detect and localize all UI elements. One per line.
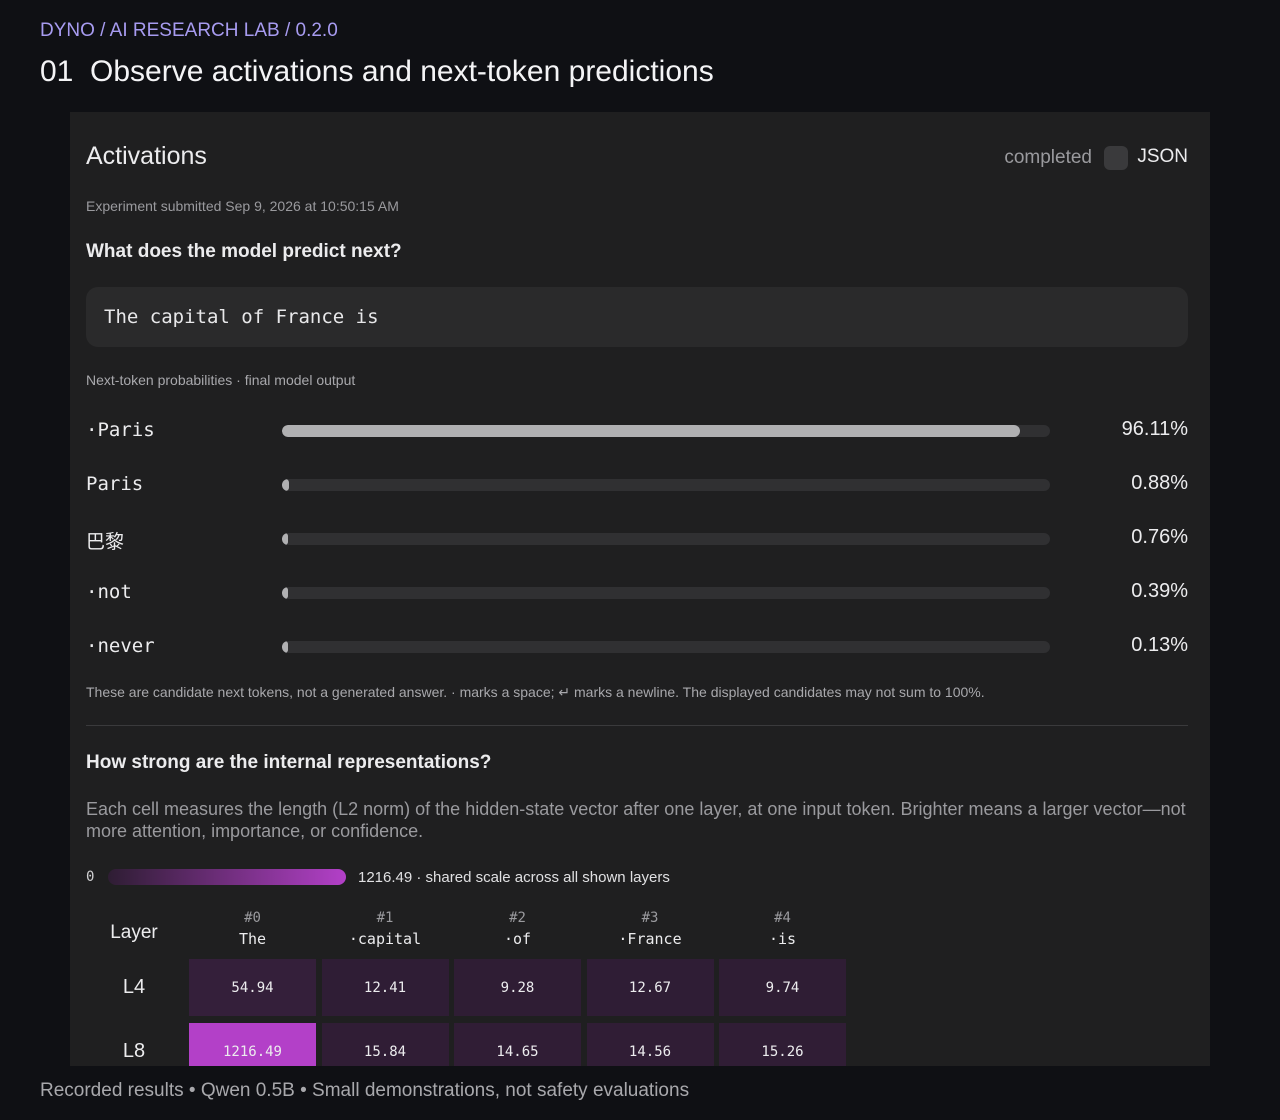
panel-header: Activations completed JSON <box>86 142 1188 174</box>
probability-row: Paris 0.88% <box>86 471 1188 497</box>
layer-label: L8 <box>122 1040 146 1062</box>
heatmap-cell: 14.56 <box>586 1023 714 1066</box>
probability-bar-fill <box>282 641 288 653</box>
column-token: The <box>238 930 267 948</box>
json-label: JSON <box>1137 146 1188 167</box>
status-text: completed <box>1004 147 1092 168</box>
representations-description: Each cell measures the length (L2 norm) … <box>86 799 1186 841</box>
column-token: ·capital <box>348 930 422 948</box>
column-header: #2 ·of <box>454 908 581 950</box>
scale-legend: 0 1216.49 · shared scale across all show… <box>86 868 886 886</box>
probability-value: 0.39% <box>1131 580 1188 602</box>
heatmap-cell: 9.74 <box>719 959 846 1016</box>
heatmap-cell: 14.65 <box>454 1023 581 1066</box>
column-header: #4 ·is <box>719 908 846 950</box>
divider <box>86 725 1188 726</box>
heatmap-cell: 54.94 <box>189 959 316 1016</box>
layer-header: Layer <box>110 922 158 943</box>
scale-min: 0 <box>86 869 95 885</box>
prompt-text: The capital of France is <box>104 306 379 328</box>
footer: Recorded results • Qwen 0.5B • Small dem… <box>40 1080 690 1101</box>
representations-heading: How strong are the internal representati… <box>86 752 492 773</box>
probability-bar-track <box>282 425 1050 437</box>
probability-value: 96.11% <box>1121 418 1188 440</box>
probability-bar-track <box>282 533 1050 545</box>
submitted-timestamp: Experiment submitted Sep 9, 2026 at 10:5… <box>86 198 399 214</box>
candidate-token: ·not <box>86 581 132 603</box>
probability-value: 0.88% <box>1131 472 1188 494</box>
prompt-box: The capital of France is <box>86 287 1188 347</box>
candidates-note: These are candidate next tokens, not a g… <box>86 684 985 700</box>
column-token: ·France <box>618 930 682 948</box>
json-toggle[interactable] <box>1104 146 1128 170</box>
probability-row: ·never 0.13% <box>86 633 1188 659</box>
probability-row: 巴黎 0.76% <box>86 525 1188 553</box>
heatmap-cell: 15.84 <box>321 1023 449 1066</box>
column-token: ·of <box>503 930 532 948</box>
column-index: #2 <box>509 910 526 926</box>
heatmap-cell: 15.26 <box>719 1023 846 1066</box>
candidate-token: 巴黎 <box>86 531 125 553</box>
probability-row: ·not 0.39% <box>86 579 1188 605</box>
probability-row: ·Paris 96.11% <box>86 417 1188 443</box>
probability-bar-fill <box>282 425 1020 437</box>
heatmap-cell: 1216.49 <box>189 1023 316 1066</box>
scale-max-label: 1216.49 · shared scale across all shown … <box>358 869 670 886</box>
column-index: #3 <box>641 910 659 926</box>
probability-bar-track <box>282 641 1050 653</box>
probability-bar-track <box>282 479 1050 491</box>
heatmap-cell: 12.41 <box>321 959 449 1016</box>
candidate-token: Paris <box>86 473 144 495</box>
column-index: #4 <box>774 910 791 926</box>
heatmap-cell: 9.28 <box>454 959 581 1016</box>
candidate-token: ·Paris <box>86 419 155 441</box>
column-header: #3 ·France <box>587 908 714 950</box>
breadcrumb: DYNO / AI RESEARCH LAB / 0.2.0 <box>40 20 338 41</box>
probabilities-caption: Next-token probabilities · final model o… <box>86 372 356 388</box>
predict-heading: What does the model predict next? <box>86 241 402 262</box>
page-title: 01 Observe activations and next-token pr… <box>40 55 714 88</box>
candidate-token: ·never <box>86 635 155 657</box>
probability-bar-track <box>282 587 1050 599</box>
column-index: #1 <box>376 910 394 926</box>
column-header: #1 ·capital <box>322 908 449 950</box>
activations-panel: Activations completed JSON Experiment su… <box>70 112 1210 1066</box>
panel-title: Activations <box>86 142 207 170</box>
column-header: #0 The <box>189 908 316 950</box>
probability-bar-fill <box>282 533 288 545</box>
norm-heatmap: Layer #0 The #1 ·capital #2 ·of #3 ·France #4 ·is… <box>86 908 866 1066</box>
probability-value: 0.13% <box>1131 634 1188 656</box>
column-index: #0 <box>244 910 261 926</box>
layer-label: L4 <box>122 976 146 998</box>
scale-gradient <box>108 869 346 885</box>
probability-bar-fill <box>282 587 288 599</box>
probability-value: 0.76% <box>1131 526 1188 548</box>
probability-bar-fill <box>282 479 289 491</box>
heatmap-cell: 12.67 <box>586 959 714 1016</box>
column-token: ·is <box>768 930 797 948</box>
